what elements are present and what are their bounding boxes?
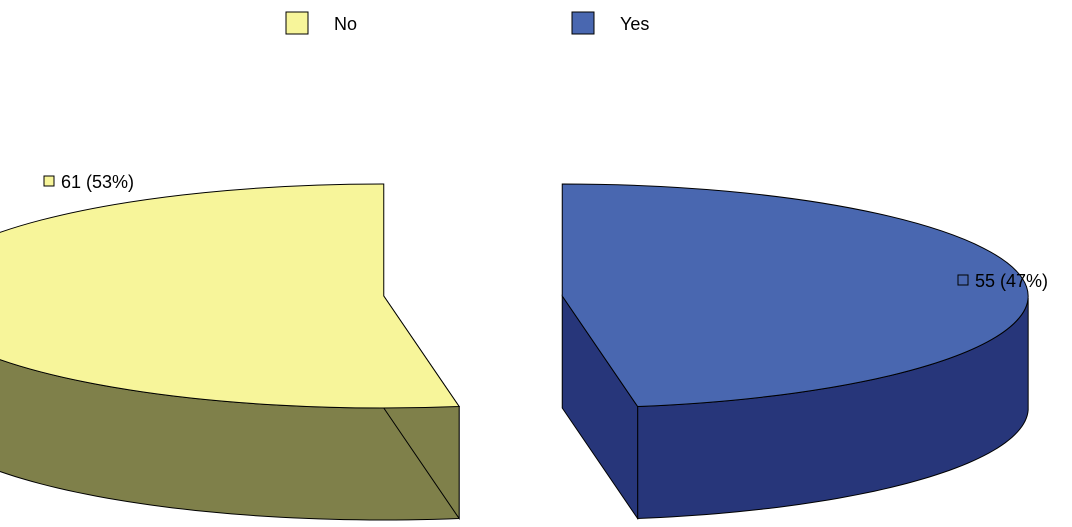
legend-swatch-no [285, 11, 309, 35]
legend-swatch-yes [571, 11, 595, 35]
legend-item-no: No [285, 11, 357, 35]
pie-slice-yes [561, 183, 1029, 521]
pie-slice-no [0, 183, 461, 521]
pie-slice-top-yes [561, 183, 1029, 408]
data-label-no: 61 (53%) [43, 172, 134, 192]
legend-label-yes: Yes [620, 14, 649, 34]
legend-label-no: No [334, 14, 357, 34]
data-label-swatch [43, 175, 55, 187]
legend: No Yes [285, 11, 649, 35]
data-label-yes: 55 (47%) [957, 271, 1048, 291]
data-label-text: 61 (53%) [61, 172, 134, 192]
legend-item-yes: Yes [571, 11, 649, 35]
data-label-text: 55 (47%) [975, 271, 1048, 291]
pie-slices [0, 183, 1029, 521]
pie-slice-top-no [0, 183, 461, 409]
data-labels: 61 (53%) 55 (47%) [43, 172, 1048, 291]
data-label-swatch [957, 274, 969, 286]
